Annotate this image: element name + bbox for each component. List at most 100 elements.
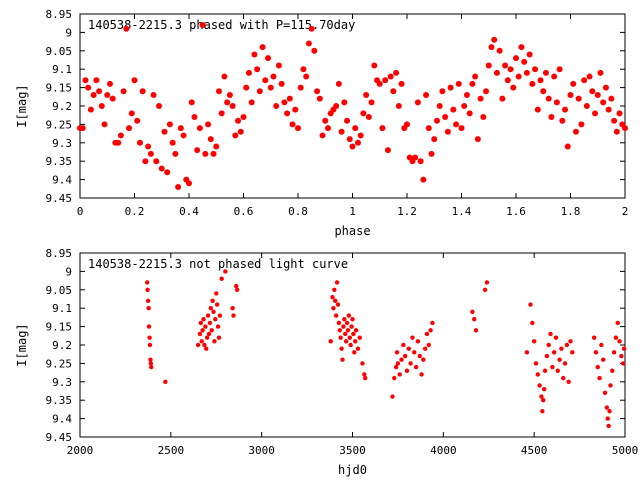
data-point [191,114,198,121]
y-tick-label: 9.25 [46,357,73,370]
data-point [145,280,150,285]
data-point [201,317,206,322]
data-point [401,342,406,348]
data-point [195,342,201,348]
data-point [597,69,604,76]
data-point [610,368,615,373]
data-point [324,125,331,132]
data-point [292,106,299,113]
x-tick-label: 5000 [612,444,639,457]
data-point [203,324,208,329]
data-point [234,287,240,292]
data-point [504,77,511,84]
data-point [172,150,179,157]
data-point [353,328,359,333]
data-point [353,339,358,344]
data-point [218,110,225,117]
data-point [589,88,596,95]
data-point [235,117,242,124]
data-point [348,342,353,348]
data-point [615,320,620,326]
data-point [537,77,544,84]
data-point [510,84,517,91]
y-axis-label: I[mag] [15,323,29,366]
data-point [198,320,204,326]
data-point [597,375,602,381]
data-point [136,139,143,146]
data-point [284,110,291,117]
data-point [570,350,575,355]
y-tick-label: 9 [65,26,72,39]
data-point [567,91,574,98]
data-point [414,99,421,106]
data-point [158,165,165,172]
data-point [521,58,528,65]
data-point [262,77,269,84]
data-point [413,364,419,370]
data-point [433,117,440,124]
data-point [466,110,473,117]
data-point [200,328,205,333]
data-point [149,364,154,370]
data-point [559,346,564,351]
data-point [343,331,348,337]
x-axis-label: hjd0 [338,463,367,477]
data-point [581,77,588,84]
data-point [98,103,105,109]
data-point [485,62,492,69]
data-point [404,368,410,373]
data-point [404,121,410,128]
data-point [214,302,220,307]
data-point [507,66,514,73]
data-point [163,379,168,384]
y-tick-label: 9 [65,265,72,278]
x-tick-label: 1.8 [561,205,581,218]
data-point [613,128,620,135]
data-point [289,121,296,128]
data-point [229,103,236,109]
x-tick-label: 3500 [339,444,366,457]
data-point [354,139,361,146]
data-point [145,298,151,304]
data-point [311,47,318,54]
data-point [395,103,402,109]
data-point [544,353,550,359]
data-point [175,183,182,190]
data-point [619,353,624,359]
data-point [286,95,293,102]
data-point [570,80,577,87]
data-point [420,176,427,183]
data-points [77,22,628,190]
x-tick-label: 2000 [67,444,94,457]
data-point [545,95,552,102]
data-point [223,269,228,274]
data-point [428,150,435,157]
data-point [106,80,113,87]
data-point [539,394,544,399]
data-point [352,125,359,132]
data-point [355,346,361,351]
data-point [602,84,609,91]
data-point [270,73,277,80]
data-point [426,342,431,348]
data-point [224,99,231,106]
data-point [211,309,216,315]
chart-title: 140538-2215.3 phased with P=115.70day [88,18,355,32]
data-point [477,95,484,102]
data-point [202,150,209,157]
data-point [376,80,383,87]
x-tick-label: 0.4 [179,205,199,218]
data-point [605,416,610,421]
data-point [591,335,597,340]
data-point [349,324,354,329]
data-point [234,283,239,289]
y-tick-label: 9.4 [52,174,72,187]
data-point [303,73,310,80]
data-point [335,302,341,307]
data-point [207,320,213,326]
x-tick-label: 1 [349,205,356,218]
data-point [85,84,92,91]
data-point [444,128,451,135]
data-point [550,364,555,370]
data-point [131,77,138,84]
